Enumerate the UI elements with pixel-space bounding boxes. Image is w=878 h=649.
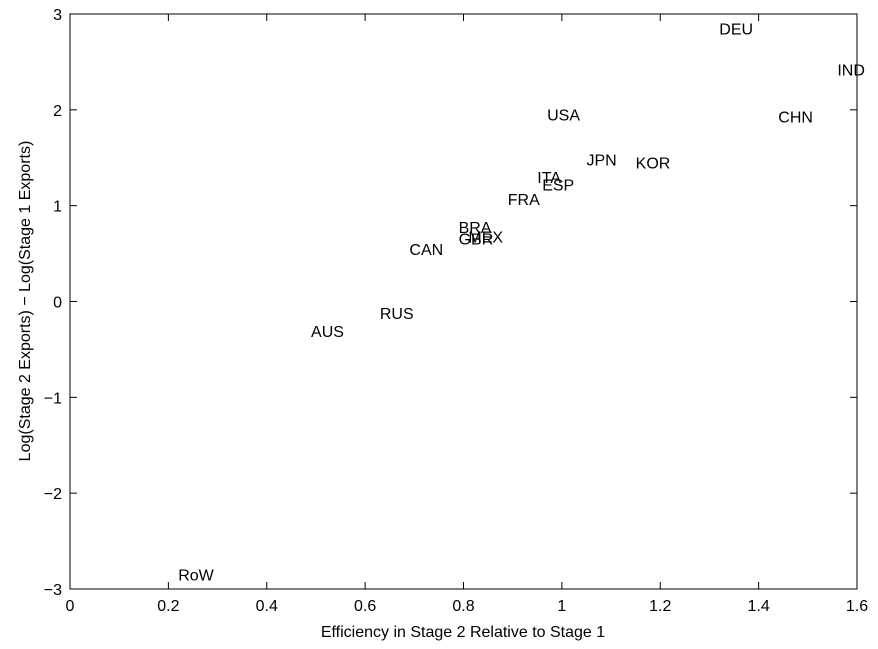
point-label-bra: BRA — [459, 220, 492, 237]
point-label-jpn: JPN — [586, 153, 616, 170]
x-tick-label: 1 — [557, 598, 566, 615]
x-tick-label: 0.4 — [256, 598, 278, 615]
x-tick-label: 0 — [66, 598, 75, 615]
point-label-chn: CHN — [778, 110, 813, 127]
x-tick-label: 1.2 — [649, 598, 671, 615]
point-label-kor: KOR — [636, 156, 671, 173]
x-tick-label: 1.4 — [748, 598, 770, 615]
y-tick-label: −2 — [44, 486, 62, 503]
point-label-rus: RUS — [380, 306, 414, 323]
y-axis-ticks: −3 −2 −1 0 1 2 3 — [44, 7, 857, 599]
x-tick-label: 0.8 — [452, 598, 474, 615]
point-label-can: CAN — [409, 242, 443, 259]
point-label-ita: ITA — [537, 170, 561, 187]
x-tick-label: 1.6 — [846, 598, 868, 615]
y-tick-label: −1 — [44, 390, 62, 407]
plot-area — [69, 13, 858, 590]
y-axis-label: Log(Stage 2 Exports) − Log(Stage 1 Expor… — [17, 141, 34, 462]
x-axis-ticks: 0 0.2 0.4 0.6 0.8 1 1.2 1.4 1.6 — [66, 14, 868, 615]
point-label-usa: USA — [547, 108, 580, 125]
x-tick-label: 0.6 — [354, 598, 376, 615]
point-label-gbr: GBR — [459, 231, 494, 248]
y-tick-label: 1 — [53, 199, 62, 216]
point-label-mex: MEX — [468, 229, 503, 246]
y-tick-label: 3 — [53, 7, 62, 24]
point-label-aus: AUS — [311, 324, 344, 341]
x-tick-label: 0.2 — [157, 598, 179, 615]
y-tick-label: 0 — [53, 295, 62, 312]
x-axis-label: Efficiency in Stage 2 Relative to Stage … — [321, 624, 605, 641]
point-label-ind: IND — [837, 63, 865, 80]
point-label-esp: ESP — [542, 178, 574, 195]
y-tick-label: 2 — [53, 103, 62, 120]
point-label-fra: FRA — [508, 192, 540, 209]
y-tick-label: −3 — [44, 582, 62, 599]
point-label-row: RoW — [178, 568, 214, 585]
point-label-deu: DEU — [719, 21, 753, 38]
